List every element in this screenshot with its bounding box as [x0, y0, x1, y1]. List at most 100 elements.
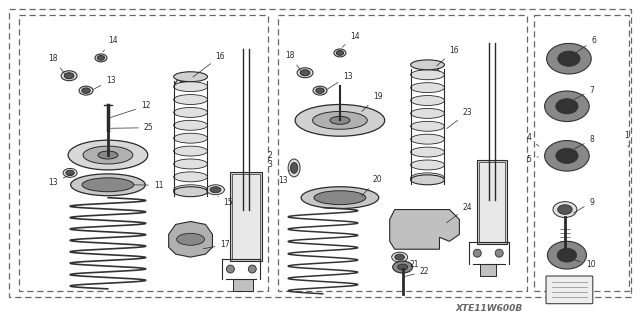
Ellipse shape — [553, 257, 581, 263]
Bar — [479, 162, 505, 242]
Ellipse shape — [411, 147, 444, 157]
Bar — [278, 15, 527, 291]
Ellipse shape — [173, 172, 207, 182]
Circle shape — [248, 265, 256, 273]
Ellipse shape — [411, 108, 444, 118]
Ellipse shape — [180, 80, 191, 87]
Bar — [477, 160, 507, 244]
Text: 13: 13 — [278, 170, 290, 185]
Polygon shape — [169, 221, 212, 257]
Ellipse shape — [313, 86, 327, 95]
Bar — [19, 15, 268, 291]
Text: 4: 4 — [527, 133, 539, 146]
Ellipse shape — [558, 205, 572, 214]
Text: 5: 5 — [527, 155, 538, 164]
Ellipse shape — [173, 120, 207, 130]
Ellipse shape — [175, 78, 196, 90]
Ellipse shape — [177, 234, 205, 245]
Text: 14: 14 — [342, 32, 360, 47]
Ellipse shape — [411, 83, 444, 93]
Text: 6: 6 — [576, 36, 596, 52]
Ellipse shape — [411, 60, 444, 70]
Ellipse shape — [312, 111, 367, 129]
Bar — [230, 172, 262, 261]
Ellipse shape — [556, 99, 578, 114]
Text: 25: 25 — [111, 123, 154, 132]
Bar — [234, 279, 253, 291]
Text: 9: 9 — [573, 197, 595, 213]
Text: 20: 20 — [362, 175, 383, 196]
Ellipse shape — [551, 108, 583, 115]
Text: 14: 14 — [103, 36, 118, 52]
Ellipse shape — [288, 159, 300, 177]
Text: 11: 11 — [134, 181, 163, 190]
Ellipse shape — [557, 248, 577, 262]
Ellipse shape — [314, 191, 366, 204]
Ellipse shape — [297, 68, 313, 78]
Ellipse shape — [337, 50, 344, 55]
Text: 8: 8 — [574, 135, 594, 149]
Ellipse shape — [173, 185, 207, 195]
Ellipse shape — [411, 96, 444, 106]
Text: 7: 7 — [574, 85, 595, 99]
Ellipse shape — [70, 174, 145, 196]
Ellipse shape — [173, 82, 207, 92]
Ellipse shape — [61, 71, 77, 81]
Text: 24: 24 — [447, 203, 472, 223]
Text: 13: 13 — [93, 76, 116, 89]
Ellipse shape — [330, 116, 350, 124]
Ellipse shape — [411, 173, 444, 183]
Text: 23: 23 — [447, 108, 472, 129]
Ellipse shape — [83, 146, 133, 164]
Ellipse shape — [420, 67, 440, 79]
Text: 17: 17 — [204, 240, 230, 249]
Ellipse shape — [207, 185, 225, 195]
Text: 18: 18 — [285, 51, 301, 70]
Ellipse shape — [547, 43, 591, 74]
Ellipse shape — [63, 168, 77, 177]
Text: 15: 15 — [218, 196, 233, 207]
Text: 2: 2 — [268, 151, 273, 160]
Bar — [232, 174, 260, 259]
Ellipse shape — [411, 134, 444, 144]
Ellipse shape — [334, 49, 346, 57]
Ellipse shape — [66, 170, 74, 175]
Text: 21: 21 — [404, 257, 419, 269]
Ellipse shape — [82, 88, 90, 93]
Ellipse shape — [424, 69, 435, 76]
Ellipse shape — [556, 148, 578, 163]
Text: 1: 1 — [624, 131, 629, 147]
Ellipse shape — [79, 86, 93, 95]
Text: 13: 13 — [327, 72, 353, 89]
Text: 16: 16 — [436, 46, 460, 66]
Ellipse shape — [411, 121, 444, 131]
Ellipse shape — [395, 254, 404, 260]
Ellipse shape — [173, 187, 207, 197]
Ellipse shape — [173, 108, 207, 117]
Ellipse shape — [547, 241, 586, 269]
Text: 3: 3 — [268, 160, 273, 169]
Text: 19: 19 — [362, 92, 383, 111]
Ellipse shape — [210, 187, 221, 193]
Ellipse shape — [98, 151, 118, 159]
Ellipse shape — [411, 175, 444, 185]
Ellipse shape — [553, 202, 577, 218]
Ellipse shape — [545, 141, 589, 171]
Ellipse shape — [291, 163, 298, 173]
Text: 22: 22 — [405, 267, 429, 276]
Text: 18: 18 — [49, 54, 65, 73]
Ellipse shape — [301, 187, 379, 209]
Ellipse shape — [411, 160, 444, 170]
Ellipse shape — [300, 70, 310, 76]
Ellipse shape — [173, 146, 207, 156]
Ellipse shape — [173, 133, 207, 143]
Ellipse shape — [68, 140, 148, 170]
Ellipse shape — [393, 261, 413, 273]
Ellipse shape — [64, 73, 74, 79]
Ellipse shape — [173, 94, 207, 105]
Bar — [480, 264, 496, 276]
Ellipse shape — [392, 252, 408, 262]
Ellipse shape — [558, 51, 580, 66]
Ellipse shape — [97, 56, 104, 60]
Ellipse shape — [553, 61, 585, 67]
